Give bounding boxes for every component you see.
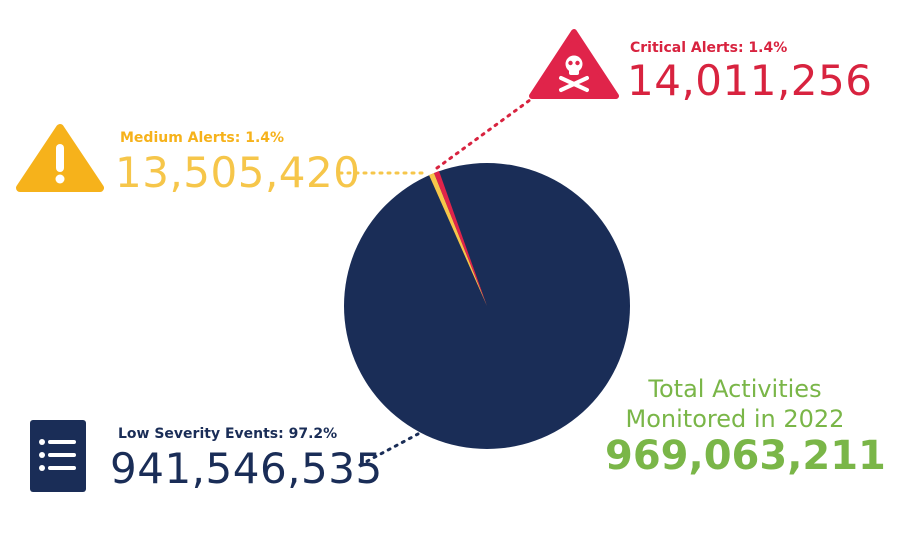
critical-label: Critical Alerts: 1.4% (630, 40, 788, 56)
list-icon (30, 420, 86, 492)
total-block: Total Activities Monitored in 2022 969,0… (605, 374, 886, 479)
low-label: Low Severity Events: 97.2% (118, 426, 338, 442)
pie-slice-medium (429, 173, 487, 306)
total-title-line1: Total Activities (648, 375, 822, 403)
low-value: 941,546,535 (110, 444, 383, 493)
critical-leader-line (435, 98, 532, 170)
medium-label: Medium Alerts: 1.4% (120, 130, 285, 146)
critical-value: 14,011,256 (627, 56, 873, 105)
exclamation-warning-icon (16, 124, 104, 192)
medium-value: 13,505,420 (115, 148, 361, 197)
skull-warning-icon (529, 29, 619, 99)
total-title-line2: Monitored in 2022 (625, 405, 845, 433)
low-leader-line (358, 432, 420, 467)
pie-slice-critical (434, 171, 487, 306)
total-value: 969,063,211 (605, 433, 886, 479)
